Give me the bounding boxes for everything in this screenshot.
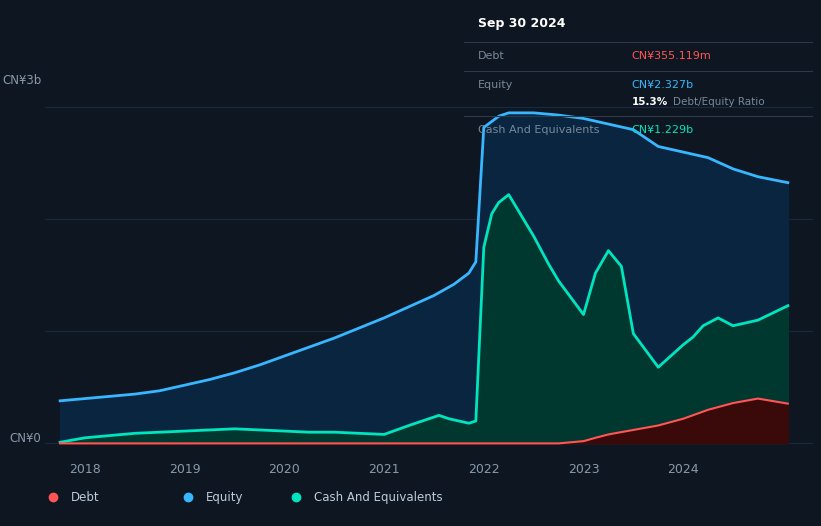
Text: 15.3%: 15.3% (631, 97, 667, 107)
Text: Equity: Equity (206, 491, 244, 503)
Text: Equity: Equity (478, 80, 513, 90)
Text: CN¥2.327b: CN¥2.327b (631, 80, 694, 90)
Text: CN¥3b: CN¥3b (2, 74, 41, 87)
Text: Debt: Debt (71, 491, 99, 503)
Text: Cash And Equivalents: Cash And Equivalents (478, 125, 599, 135)
Text: Cash And Equivalents: Cash And Equivalents (314, 491, 443, 503)
Text: Sep 30 2024: Sep 30 2024 (478, 17, 566, 29)
Text: Debt: Debt (478, 52, 505, 62)
Text: Debt/Equity Ratio: Debt/Equity Ratio (673, 97, 765, 107)
Text: CN¥1.229b: CN¥1.229b (631, 125, 694, 135)
Text: CN¥355.119m: CN¥355.119m (631, 52, 711, 62)
Text: CN¥0: CN¥0 (10, 432, 41, 445)
